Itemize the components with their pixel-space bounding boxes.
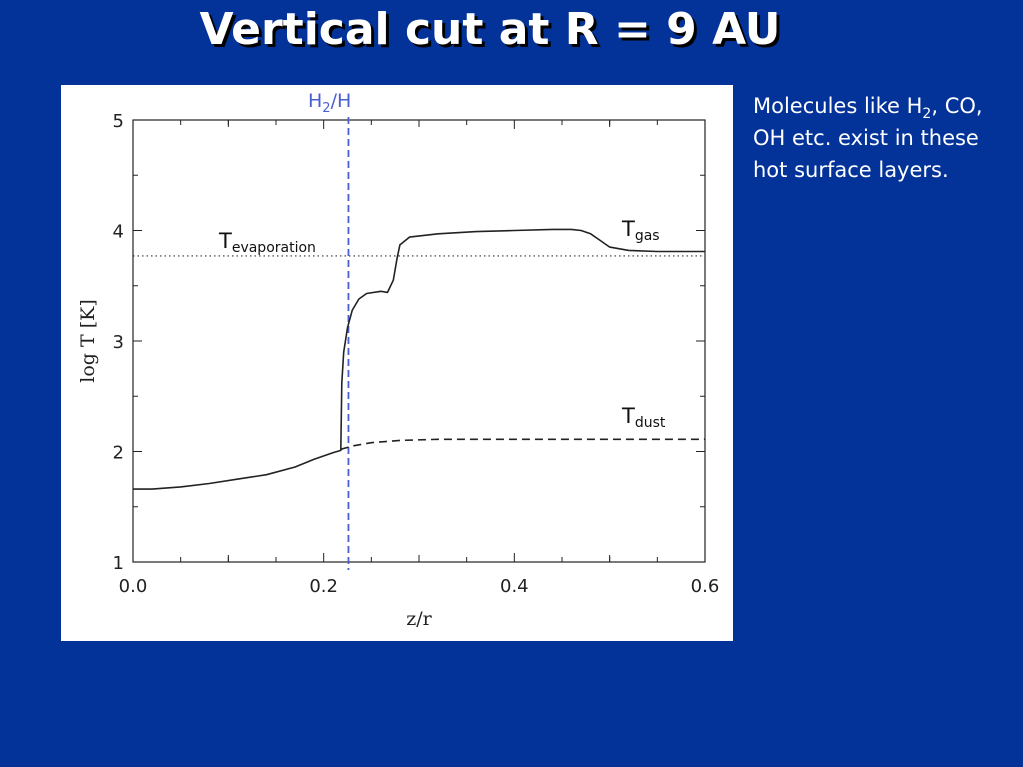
t-evaporation-main: T	[218, 229, 232, 253]
t-evaporation-sub: evaporation	[232, 240, 316, 256]
t-evaporation-label: Tevaporation	[218, 229, 316, 256]
t-gas-curve	[133, 228, 705, 490]
side-note: Molecules like H2, CO, OH etc. exist in …	[753, 90, 1013, 186]
axis-ticks	[132, 119, 706, 563]
slide-title: Vertical cut at R = 9 AU	[199, 4, 781, 55]
x-tick-label: 0.2	[309, 576, 338, 597]
reference-lines	[133, 117, 705, 570]
data-series	[133, 228, 705, 490]
t-gas-label: Tgas	[621, 217, 660, 244]
y-tick-label: 1	[113, 553, 124, 574]
chart-panel: 0.0 0.2 0.4 0.6 1 2 3 4 5 z/r log T [K] H2/H Tev…	[61, 85, 733, 641]
tick-labels: 0.0 0.2 0.4 0.6 1 2 3 4 5	[113, 111, 720, 597]
x-tick-label: 0.0	[119, 576, 148, 597]
h2-h-label-main: H	[308, 90, 322, 112]
note-line1-comma: ,	[931, 94, 939, 118]
t-dust-sub: dust	[635, 415, 666, 431]
x-tick-label: 0.6	[691, 576, 720, 597]
t-dust-label: Tdust	[621, 404, 666, 431]
h2-h-label: H2/H	[308, 90, 351, 116]
t-gas-sub: gas	[635, 228, 660, 244]
t-gas-main: T	[621, 217, 635, 241]
x-tick-label: 0.4	[500, 576, 529, 597]
plot-frame	[132, 119, 706, 563]
h2-h-label-rest: /H	[331, 90, 352, 112]
t-dust-main: T	[621, 404, 635, 428]
note-line1: Molecules like H	[753, 94, 923, 118]
note-rest: CO, OH etc. exist in these hot surface l…	[753, 94, 983, 182]
x-axis-label: z/r	[406, 608, 432, 630]
y-tick-label: 5	[113, 111, 124, 132]
y-axis-label: log T [K]	[77, 299, 99, 382]
y-tick-label: 3	[113, 332, 124, 353]
y-tick-label: 2	[113, 443, 124, 464]
y-tick-label: 4	[113, 222, 124, 243]
note-subscript: 2	[922, 106, 932, 123]
t-dust-curve	[340, 438, 705, 451]
h2-h-label-sub: 2	[322, 101, 330, 116]
